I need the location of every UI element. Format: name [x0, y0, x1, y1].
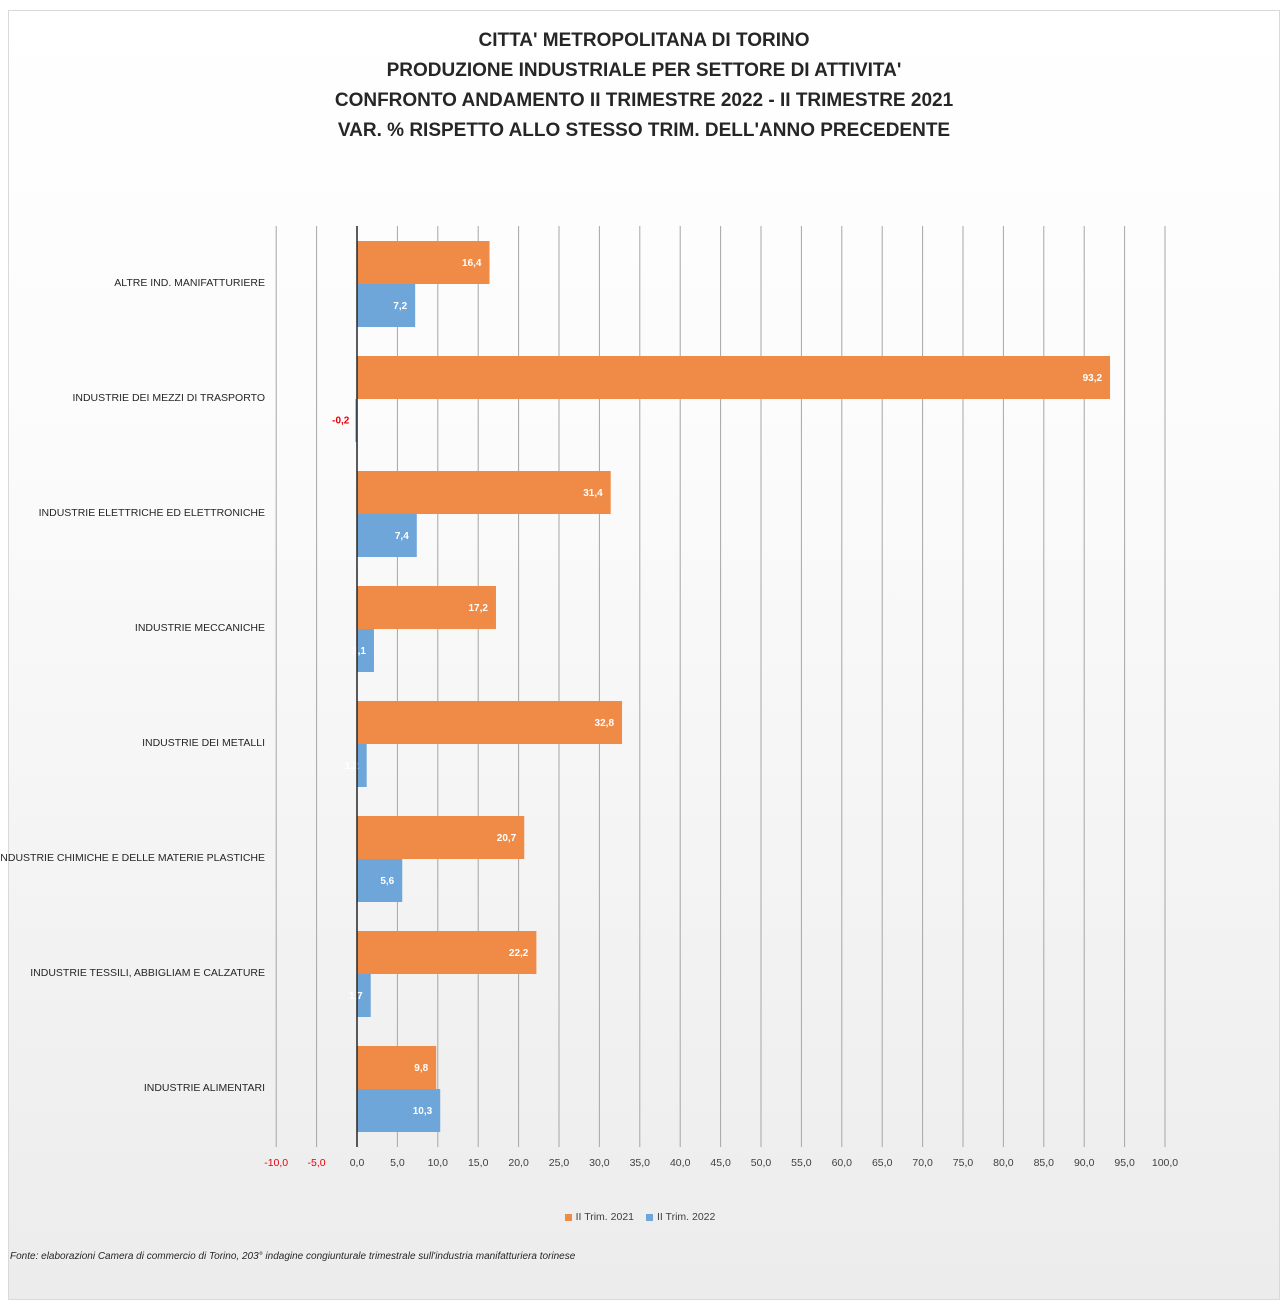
- x-tick-label: 95,0: [1114, 1157, 1135, 1169]
- x-tick-label: 40,0: [670, 1157, 691, 1169]
- data-label: 20,7: [497, 833, 517, 844]
- bar-2021: [357, 701, 623, 744]
- data-label: 10,3: [413, 1106, 433, 1117]
- bar-2022: [355, 399, 357, 442]
- bar-2022: [357, 974, 371, 1017]
- legend-item-2021: II Trim. 2021: [564, 1211, 634, 1223]
- category-label: INDUSTRIE DEI MEZZI DI TRASPORTO: [72, 392, 265, 404]
- data-label: 7,4: [395, 531, 409, 542]
- x-tick-label: 90,0: [1074, 1157, 1095, 1169]
- data-label: 31,4: [583, 488, 603, 499]
- bar-2022: [357, 1089, 441, 1132]
- data-label: 22,2: [509, 948, 529, 959]
- x-tick-label: 65,0: [872, 1157, 893, 1169]
- bar-2021: [357, 816, 525, 859]
- x-tick-label: 5,0: [390, 1157, 405, 1169]
- x-tick-label: 10,0: [428, 1157, 449, 1169]
- bar-2021: [357, 1046, 437, 1089]
- data-label: 16,4: [462, 258, 482, 269]
- legend: II Trim. 2021 II Trim. 2022: [0, 1211, 1280, 1223]
- x-tick-label: 85,0: [1034, 1157, 1055, 1169]
- x-tick-label: 30,0: [589, 1157, 610, 1169]
- x-tick-label: 45,0: [710, 1157, 731, 1169]
- x-tick-label: 35,0: [630, 1157, 651, 1169]
- data-label: -0,2: [332, 416, 350, 427]
- chart-title: CITTA' METROPOLITANA DI TORINO PRODUZION…: [8, 26, 1280, 146]
- category-label: INDUSTRIE MECCANICHE: [135, 622, 265, 634]
- data-label: 9,8: [414, 1063, 428, 1074]
- x-tick-label: 20,0: [508, 1157, 529, 1169]
- chart-area: [8, 10, 1280, 1300]
- data-label: 93,2: [1083, 373, 1103, 384]
- x-tick-label: 80,0: [993, 1157, 1014, 1169]
- bar-2021: [357, 241, 490, 284]
- title-line-1: CITTA' METROPOLITANA DI TORINO: [478, 30, 810, 51]
- category-label: INDUSTRIE CHIMICHE E DELLE MATERIE PLAST…: [0, 852, 265, 864]
- data-label: 2,1: [352, 646, 366, 657]
- legend-swatch-2022: [646, 1213, 653, 1221]
- x-tick-label: -5,0: [308, 1157, 326, 1169]
- category-label: INDUSTRIE ELETTRICHE ED ELETTRONICHE: [39, 507, 265, 519]
- data-label: 7,2: [393, 301, 407, 312]
- x-tick-label: -10,0: [264, 1157, 288, 1169]
- x-tick-label: 0,0: [350, 1157, 365, 1169]
- category-label: INDUSTRIE TESSILI, ABBIGLIAM E CALZATURE: [30, 967, 265, 979]
- title-line-3: CONFRONTO ANDAMENTO II TRIMESTRE 2022 - …: [334, 90, 954, 111]
- legend-label-2022: II Trim. 2022: [657, 1211, 716, 1223]
- x-tick-label: 70,0: [912, 1157, 933, 1169]
- bar-2022: [357, 629, 374, 672]
- x-tick-label: 75,0: [953, 1157, 974, 1169]
- data-label: 32,8: [595, 718, 615, 729]
- title-line-2: PRODUZIONE INDUSTRIALE PER SETTORE DI AT…: [386, 60, 902, 81]
- x-tick-label: 50,0: [751, 1157, 772, 1169]
- data-label: 1,2: [345, 761, 359, 772]
- bar-2021: [357, 356, 1111, 399]
- x-tick-label: 55,0: [791, 1157, 812, 1169]
- x-tick-label: 25,0: [549, 1157, 570, 1169]
- legend-item-2022: II Trim. 2022: [646, 1211, 715, 1223]
- legend-label-2021: II Trim. 2021: [575, 1211, 634, 1223]
- category-label: INDUSTRIE DEI METALLI: [142, 737, 265, 749]
- bar-2022: [357, 859, 403, 902]
- data-label: 5,6: [380, 876, 394, 887]
- source-note: Fonte: elaborazioni Camera di commercio …: [10, 1251, 576, 1262]
- legend-swatch-2021: [564, 1213, 572, 1221]
- x-tick-label: 60,0: [832, 1157, 853, 1169]
- bar-2022: [357, 284, 416, 327]
- bar-2021: [357, 931, 537, 974]
- bar-2022: [357, 514, 417, 557]
- data-label: 1,7: [349, 991, 363, 1002]
- title-line-4: VAR. % RISPETTO ALLO STESSO TRIM. DELL'A…: [337, 120, 951, 141]
- data-label: 17,2: [469, 603, 489, 614]
- bar-2021: [357, 471, 611, 514]
- x-tick-label: 15,0: [468, 1157, 489, 1169]
- x-tick-label: 100,0: [1152, 1157, 1178, 1169]
- category-label: ALTRE IND. MANIFATTURIERE: [114, 277, 265, 289]
- category-label: INDUSTRIE ALIMENTARI: [144, 1082, 265, 1094]
- bar-2022: [357, 744, 367, 787]
- bar-2021: [357, 586, 496, 629]
